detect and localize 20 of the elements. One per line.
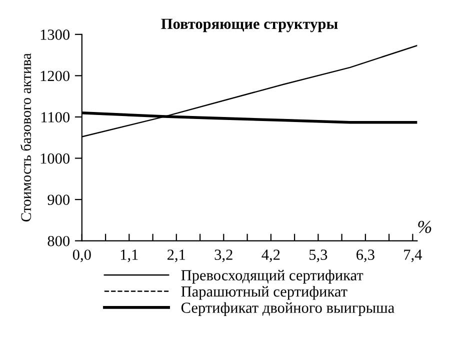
x-tick-label: 4,2 (262, 250, 280, 262)
x-axis-title: % (418, 220, 432, 234)
x-tick-label: 7,4 (404, 250, 422, 262)
x-tick-label: 2,1 (168, 250, 186, 262)
y-tick-label: 900 (48, 194, 70, 205)
y-tick-label: 800 (48, 236, 70, 246)
legend-label: Превосходящий сертификат (181, 270, 364, 284)
y-tick-label: 1200 (40, 70, 70, 82)
chart-title: Повторяющие структуры (161, 18, 338, 32)
legend-label: Парашютный сертификат (181, 286, 348, 300)
y-tick-label: 1300 (40, 30, 70, 40)
x-tick-label: 5,3 (310, 250, 328, 262)
y-tick-label: 1100 (41, 112, 70, 122)
legend-label: Сертификат двойного выигрыша (181, 302, 394, 316)
x-tick-label: 0,0 (72, 250, 91, 262)
y-tick-label: 1000 (40, 153, 70, 164)
y-axis-title: Стоимость базового актива (20, 53, 32, 222)
x-tick-label: 6,3 (356, 250, 374, 262)
x-tick-label: 1,1 (120, 250, 138, 262)
x-tick-label: 3,2 (214, 250, 232, 262)
